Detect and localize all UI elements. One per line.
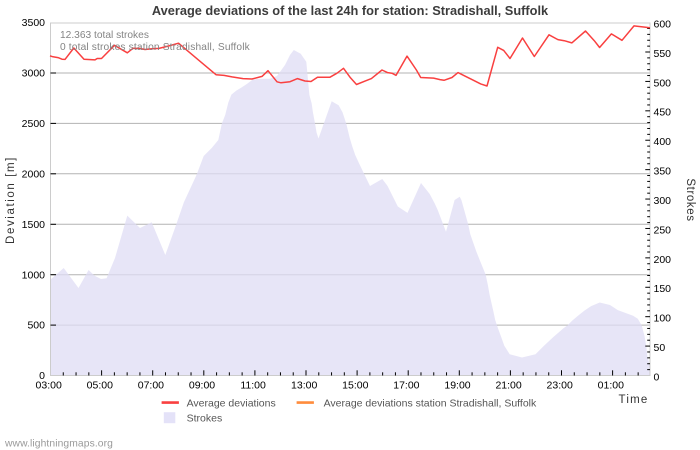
svg-text:50: 50 [654, 342, 666, 354]
svg-text:100: 100 [654, 313, 672, 325]
svg-text:Deviation [m]: Deviation [m] [5, 156, 17, 244]
svg-text:Average deviations station Str: Average deviations station Stradishall, … [324, 398, 537, 410]
svg-text:2500: 2500 [22, 118, 46, 130]
svg-text:12.363 total strokes: 12.363 total strokes [60, 30, 149, 41]
svg-text:11:00: 11:00 [240, 380, 266, 392]
svg-text:0 total strokes station Stradi: 0 total strokes station Stradishall, Suf… [60, 42, 251, 53]
svg-text:05:00: 05:00 [87, 380, 113, 392]
svg-text:350: 350 [654, 165, 672, 177]
svg-text:600: 600 [654, 18, 672, 30]
svg-text:450: 450 [654, 107, 672, 119]
svg-text:17:00: 17:00 [393, 380, 419, 392]
svg-text:300: 300 [654, 195, 672, 207]
svg-text:21:00: 21:00 [495, 380, 521, 392]
svg-text:250: 250 [654, 224, 672, 236]
svg-text:Average deviations of the last: Average deviations of the last 24h for s… [152, 3, 549, 18]
svg-text:www.lightningmaps.org: www.lightningmaps.org [4, 439, 113, 450]
svg-text:500: 500 [654, 77, 672, 89]
svg-text:Strokes: Strokes [187, 412, 223, 424]
svg-text:23:00: 23:00 [547, 380, 573, 392]
svg-text:3500: 3500 [22, 17, 46, 29]
svg-text:1000: 1000 [22, 269, 46, 281]
svg-text:0: 0 [654, 371, 660, 383]
svg-text:550: 550 [654, 48, 672, 60]
svg-text:0: 0 [39, 370, 45, 382]
svg-text:13:00: 13:00 [291, 380, 317, 392]
svg-text:2000: 2000 [22, 168, 46, 180]
svg-text:200: 200 [654, 254, 672, 266]
svg-text:Average deviations: Average deviations [187, 398, 276, 410]
svg-text:01:00: 01:00 [598, 380, 624, 392]
svg-text:03:00: 03:00 [36, 380, 62, 392]
svg-text:09:00: 09:00 [189, 380, 215, 392]
svg-text:Time: Time [619, 394, 649, 406]
svg-text:500: 500 [27, 320, 45, 332]
svg-text:15:00: 15:00 [342, 380, 368, 392]
svg-text:400: 400 [654, 136, 672, 148]
svg-text:3000: 3000 [22, 68, 46, 80]
svg-text:1500: 1500 [22, 219, 46, 231]
svg-text:150: 150 [654, 283, 672, 295]
svg-text:07:00: 07:00 [138, 380, 164, 392]
svg-text:19:00: 19:00 [444, 380, 470, 392]
svg-text:Strokes: Strokes [684, 178, 696, 221]
